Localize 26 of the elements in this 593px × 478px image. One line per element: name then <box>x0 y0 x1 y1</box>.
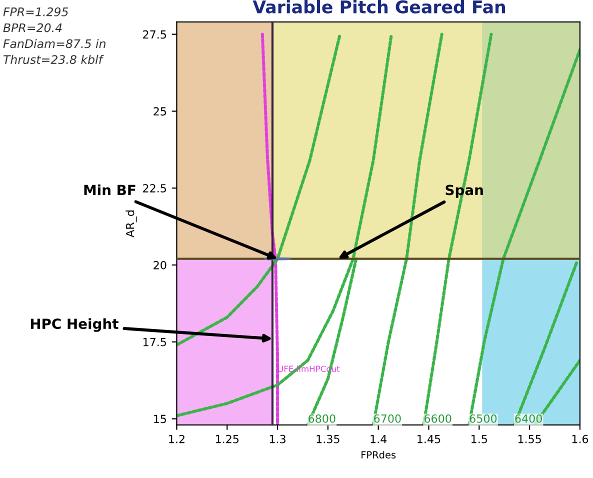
y-tick-label: 15 <box>154 414 166 424</box>
annotation: HPC Height <box>30 318 118 332</box>
y-tick-label: 25 <box>154 107 166 116</box>
annotation: Min BF <box>84 184 136 196</box>
x-tick-label: 1.4 <box>370 435 387 444</box>
annotation: 6500 <box>470 414 497 423</box>
x-axis-title: FPRdes <box>362 450 396 458</box>
x-tick-label: 1.25 <box>216 434 239 444</box>
x-tick-label: 1.35 <box>316 434 340 444</box>
y-tick-label: 20 <box>154 260 166 270</box>
chart-title: Variable Pitch Geared Fan <box>252 0 506 14</box>
annotation: 6700 <box>374 414 401 423</box>
x-tick-label: 1.55 <box>518 435 541 444</box>
y-tick-label: 22.5 <box>143 184 166 192</box>
x-tick-label: 1.6 <box>572 434 588 444</box>
y-tick-label: 27.5 <box>143 30 166 39</box>
annotation: 6400 <box>515 414 542 423</box>
x-tick-label: 1.3 <box>270 434 286 444</box>
annotation: 6600 <box>424 414 452 423</box>
text: FPR=1.295 BPR=20.4 FanDiam=87.5 in Thrust=23.8 kblf <box>3 7 106 64</box>
y-tick-label: 17.5 <box>143 338 166 346</box>
x-tick-label: 1.5 <box>472 435 488 444</box>
x-tick-label: 1.45 <box>418 435 440 444</box>
annotation: 6800 <box>308 414 336 423</box>
x-tick-label: 1.2 <box>169 434 184 444</box>
y-axis-title: AR_d <box>126 210 137 238</box>
